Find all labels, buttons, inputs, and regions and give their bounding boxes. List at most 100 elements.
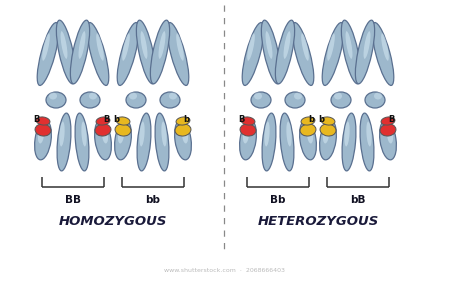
Ellipse shape bbox=[301, 33, 309, 61]
Ellipse shape bbox=[365, 92, 385, 108]
Text: www.shutterstock.com  ·  2068666403: www.shutterstock.com · 2068666403 bbox=[165, 268, 285, 273]
Ellipse shape bbox=[307, 126, 313, 144]
Ellipse shape bbox=[380, 124, 396, 136]
Ellipse shape bbox=[381, 33, 389, 61]
Ellipse shape bbox=[321, 117, 335, 125]
Ellipse shape bbox=[140, 121, 144, 146]
Ellipse shape bbox=[176, 33, 184, 61]
Text: Bb: Bb bbox=[270, 195, 286, 205]
Ellipse shape bbox=[87, 22, 109, 85]
Ellipse shape bbox=[150, 20, 170, 84]
Text: b: b bbox=[113, 115, 119, 124]
Text: BB: BB bbox=[65, 195, 81, 205]
Ellipse shape bbox=[262, 113, 276, 171]
Ellipse shape bbox=[266, 31, 272, 59]
Ellipse shape bbox=[96, 117, 110, 125]
Ellipse shape bbox=[254, 92, 262, 99]
Ellipse shape bbox=[129, 92, 137, 99]
Ellipse shape bbox=[239, 120, 256, 160]
Ellipse shape bbox=[251, 92, 271, 108]
Text: HETEROZYGOUS: HETEROZYGOUS bbox=[257, 215, 378, 228]
Ellipse shape bbox=[158, 31, 166, 59]
Ellipse shape bbox=[94, 120, 112, 160]
Ellipse shape bbox=[240, 124, 256, 136]
Ellipse shape bbox=[155, 113, 169, 171]
Ellipse shape bbox=[275, 20, 295, 84]
Ellipse shape bbox=[70, 20, 90, 84]
Ellipse shape bbox=[344, 121, 350, 146]
Ellipse shape bbox=[38, 126, 44, 144]
Ellipse shape bbox=[334, 92, 342, 99]
Ellipse shape bbox=[35, 120, 51, 160]
Ellipse shape bbox=[284, 31, 290, 59]
Ellipse shape bbox=[264, 121, 270, 146]
Ellipse shape bbox=[356, 20, 374, 84]
Ellipse shape bbox=[294, 92, 302, 99]
Ellipse shape bbox=[243, 126, 249, 144]
Ellipse shape bbox=[327, 33, 335, 61]
Text: b: b bbox=[308, 115, 314, 124]
Ellipse shape bbox=[126, 92, 146, 108]
Ellipse shape bbox=[116, 117, 130, 125]
Ellipse shape bbox=[162, 121, 166, 146]
Ellipse shape bbox=[136, 20, 156, 84]
Ellipse shape bbox=[95, 124, 111, 136]
Ellipse shape bbox=[102, 126, 108, 144]
Ellipse shape bbox=[175, 120, 191, 160]
Ellipse shape bbox=[280, 113, 294, 171]
Text: b: b bbox=[318, 115, 324, 124]
Ellipse shape bbox=[261, 20, 281, 84]
Ellipse shape bbox=[169, 92, 177, 99]
Ellipse shape bbox=[117, 22, 139, 85]
Text: B: B bbox=[103, 115, 109, 124]
Ellipse shape bbox=[387, 126, 393, 144]
Text: B: B bbox=[238, 115, 244, 124]
Ellipse shape bbox=[36, 117, 50, 125]
Ellipse shape bbox=[81, 121, 87, 146]
Text: HOMOZYGOUS: HOMOZYGOUS bbox=[59, 215, 167, 228]
Ellipse shape bbox=[89, 92, 97, 99]
Ellipse shape bbox=[292, 22, 314, 85]
Ellipse shape bbox=[79, 31, 86, 59]
Ellipse shape bbox=[137, 113, 151, 171]
Ellipse shape bbox=[300, 120, 316, 160]
Ellipse shape bbox=[42, 33, 50, 61]
Ellipse shape bbox=[372, 22, 394, 85]
Ellipse shape bbox=[301, 117, 315, 125]
Ellipse shape bbox=[322, 22, 344, 85]
Ellipse shape bbox=[286, 121, 292, 146]
Ellipse shape bbox=[182, 126, 188, 144]
Ellipse shape bbox=[115, 120, 131, 160]
Text: B: B bbox=[33, 115, 39, 124]
Ellipse shape bbox=[176, 117, 190, 125]
Ellipse shape bbox=[320, 120, 337, 160]
Ellipse shape bbox=[366, 121, 372, 146]
Ellipse shape bbox=[331, 92, 351, 108]
Ellipse shape bbox=[381, 117, 395, 125]
Ellipse shape bbox=[167, 22, 189, 85]
Ellipse shape bbox=[346, 31, 352, 59]
Ellipse shape bbox=[242, 22, 264, 85]
Ellipse shape bbox=[342, 113, 356, 171]
Ellipse shape bbox=[59, 121, 65, 146]
Ellipse shape bbox=[118, 126, 124, 144]
Ellipse shape bbox=[115, 124, 131, 136]
Ellipse shape bbox=[374, 92, 382, 99]
Ellipse shape bbox=[360, 113, 374, 171]
Ellipse shape bbox=[122, 33, 130, 61]
Ellipse shape bbox=[300, 124, 316, 136]
Ellipse shape bbox=[61, 31, 68, 59]
Ellipse shape bbox=[320, 124, 336, 136]
Ellipse shape bbox=[241, 117, 255, 125]
Ellipse shape bbox=[323, 126, 329, 144]
Ellipse shape bbox=[46, 92, 66, 108]
Ellipse shape bbox=[364, 31, 370, 59]
Ellipse shape bbox=[75, 113, 89, 171]
Ellipse shape bbox=[380, 120, 396, 160]
Ellipse shape bbox=[57, 113, 71, 171]
Text: bB: bB bbox=[350, 195, 366, 205]
Ellipse shape bbox=[96, 33, 104, 61]
Ellipse shape bbox=[37, 22, 59, 85]
Ellipse shape bbox=[175, 124, 191, 136]
Ellipse shape bbox=[140, 31, 148, 59]
